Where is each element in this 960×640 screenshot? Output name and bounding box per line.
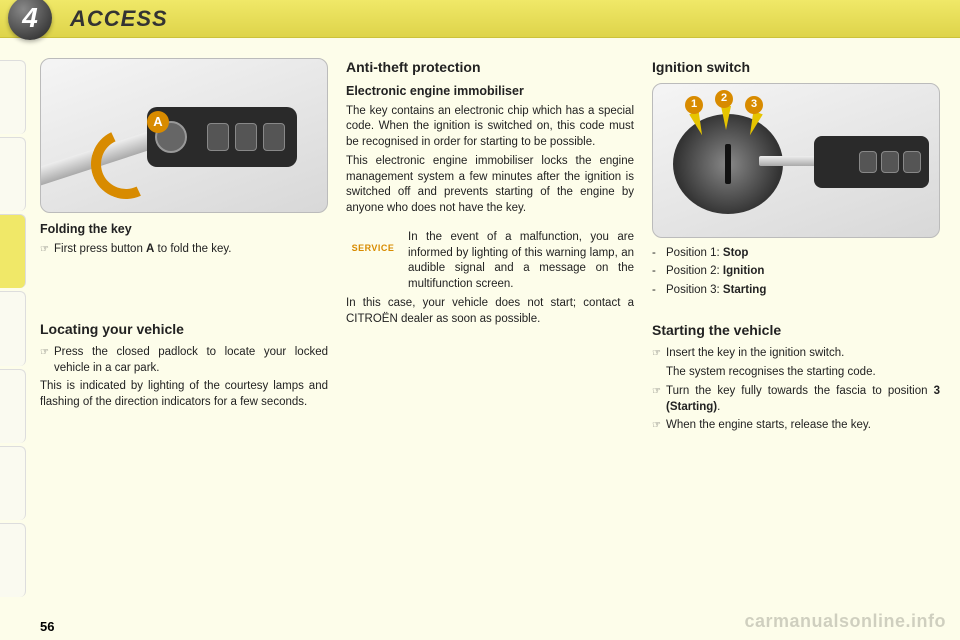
key-button-icon [881,151,899,173]
text: First press button [54,243,146,255]
pos-label-3: 3 [745,96,763,114]
text: Position 3: [666,284,723,296]
key-button-icon [859,151,877,173]
heading-locating: Locating your vehicle [40,320,328,339]
column-2: Anti-theft protection Electronic engine … [346,58,634,618]
side-tab [0,369,26,443]
side-tab [0,446,26,520]
service-icon: SERVICE [346,230,400,292]
figure-key-fold: A [40,58,328,213]
side-tab [0,137,26,211]
text: Turn the key fully towards the fascia to… [666,385,934,397]
anti-theft-p2: This electronic engine immobiliser locks… [346,154,634,216]
side-tab-active [0,214,26,288]
chapter-title: ACCESS [70,6,168,32]
side-tab [0,291,26,365]
callout-a: A [147,111,169,133]
start-step-3: When the engine starts, release the key. [652,418,940,434]
bold: Ignition [723,265,765,277]
chapter-badge: 4 [8,0,52,40]
watermark: carmanualsonline.info [744,611,946,632]
figure-ignition: 1 2 3 [652,83,940,238]
text: to fold the key. [154,243,231,255]
position-3-line: Position 3: Starting [652,283,940,299]
key-button-icon [903,151,921,173]
page-header: 4 ACCESS [0,0,960,38]
pos-label-2: 2 [715,90,733,108]
key-fob [814,136,929,188]
text: Position 1: [666,247,723,259]
anti-theft-p1: The key contains an electronic chip whic… [346,104,634,151]
text: Position 2: [666,265,723,277]
start-step-2: Turn the key fully towards the fascia to… [652,384,940,415]
start-step-1-note: The system recognises the starting code. [652,365,940,381]
column-3: Ignition switch 1 2 3 Position 1: Stop P… [652,58,940,618]
pos-arrow-icon [721,106,731,130]
locating-bullet: Press the closed padlock to locate your … [40,345,328,376]
heading-folding-key: Folding the key [40,221,328,238]
anti-theft-p3: In this case, your vehicle does not star… [346,296,634,327]
pos-label-1: 1 [685,96,703,114]
position-2-line: Position 2: Ignition [652,264,940,280]
side-tab [0,60,26,134]
heading-starting: Starting the vehicle [652,321,940,340]
bold: Stop [723,247,749,259]
key-button-icon [207,123,229,151]
service-warning: SERVICE In the event of a malfunction, y… [346,230,634,292]
key-button-icon [263,123,285,151]
column-1: A Folding the key First press button A t… [40,58,328,618]
bold: Starting [723,284,766,296]
key-button-icon [235,123,257,151]
heading-anti-theft: Anti-theft protection [346,58,634,77]
ignition-slot [725,144,731,184]
start-step-1: Insert the key in the ignition switch. [652,346,940,362]
service-text: In the event of a malfunction, you are i… [408,230,634,292]
folding-instruction: First press button A to fold the key. [40,242,328,258]
key-blade [759,156,819,166]
locating-paragraph: This is indicated by lighting of the cou… [40,379,328,410]
key-fob [147,107,297,167]
position-1-line: Position 1: Stop [652,246,940,262]
side-tabs [0,60,26,600]
content-area: A Folding the key First press button A t… [40,58,940,618]
side-tab [0,523,26,597]
page-number: 56 [40,619,54,634]
text: . [717,401,720,413]
heading-ignition: Ignition switch [652,58,940,77]
heading-immobiliser: Electronic engine immobiliser [346,83,634,100]
